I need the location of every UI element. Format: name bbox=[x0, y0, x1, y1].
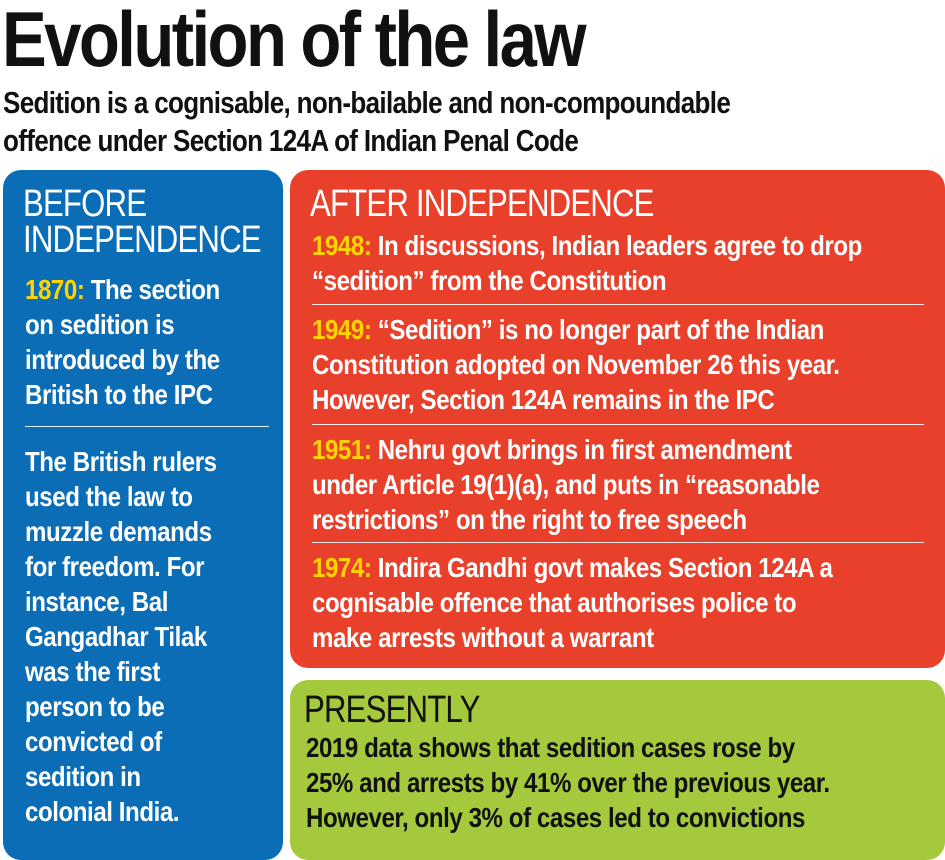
year-label: 1974: bbox=[312, 552, 372, 583]
event-text: In discussions, Indian leaders agree to … bbox=[371, 230, 863, 261]
year-label: 1949: bbox=[312, 314, 372, 345]
note-line: instance, Bal bbox=[25, 586, 168, 617]
note-line: for freedom. For bbox=[25, 551, 205, 582]
event-line: However, Section 124A remains in the IPC bbox=[312, 384, 775, 415]
event-1974: 1974: Indira Gandhi govt makes Section 1… bbox=[312, 550, 833, 655]
event-text: “Sedition” is no longer part of the Indi… bbox=[371, 314, 825, 345]
year-label: 1870: bbox=[25, 274, 85, 305]
note-line: person to be bbox=[25, 691, 165, 722]
note-line: Gangadhar Tilak bbox=[25, 621, 207, 652]
after-independence-panel: AFTER INDEPENDENCE 1948: In discussions,… bbox=[290, 170, 945, 668]
note-line: was the first bbox=[25, 656, 160, 687]
event-line: “sedition” from the Constitution bbox=[312, 265, 667, 296]
event-text: on sedition is bbox=[25, 309, 175, 340]
note-line: sedition in bbox=[25, 761, 141, 792]
note-line: used the law to bbox=[25, 481, 193, 512]
year-label: 1948: bbox=[312, 230, 372, 261]
divider bbox=[25, 426, 269, 427]
heading-line: INDEPENDENCE bbox=[23, 219, 262, 261]
subtitle: Sedition is a cognisable, non-bailable a… bbox=[3, 84, 731, 160]
event-line: 1974: Indira Gandhi govt makes Section 1… bbox=[312, 550, 833, 585]
note-line: convicted of bbox=[25, 726, 162, 757]
presently-heading: PRESENTLY bbox=[304, 689, 480, 731]
page-title: Evolution of the law bbox=[2, 0, 587, 83]
event-text: The section bbox=[84, 274, 221, 305]
event-line: make arrests without a warrant bbox=[312, 622, 654, 653]
note-line: The British rulers bbox=[25, 446, 217, 477]
event-line: 1951: Nehru govt brings in first amendme… bbox=[312, 432, 819, 467]
text-line: 2019 data shows that sedition cases rose… bbox=[306, 732, 795, 763]
divider bbox=[312, 424, 924, 425]
heading-line: BEFORE bbox=[23, 183, 147, 225]
before-heading: BEFORE INDEPENDENCE bbox=[23, 183, 262, 261]
text-line: However, only 3% of cases led to convict… bbox=[306, 802, 805, 833]
before-independence-panel: BEFORE INDEPENDENCE 1870: The section on… bbox=[3, 170, 283, 860]
event-text: Indira Gandhi govt makes Section 124A a bbox=[371, 552, 833, 583]
event-1951: 1951: Nehru govt brings in first amendme… bbox=[312, 432, 820, 537]
event-line: 1948: In discussions, Indian leaders agr… bbox=[312, 228, 862, 263]
event-line: Constitution adopted on November 26 this… bbox=[312, 349, 840, 380]
note-line: muzzle demands bbox=[25, 516, 212, 547]
event-1949: 1949: “Sedition” is no longer part of th… bbox=[312, 312, 840, 417]
year-label: 1951: bbox=[312, 434, 372, 465]
presently-text: 2019 data shows that sedition cases rose… bbox=[306, 730, 830, 835]
divider bbox=[312, 542, 924, 543]
text-line: 25% and arrests by 41% over the previous… bbox=[306, 767, 830, 798]
presently-panel: PRESENTLY 2019 data shows that sedition … bbox=[290, 680, 945, 860]
event-line: restrictions” on the right to free speec… bbox=[312, 504, 747, 535]
event-1948: 1948: In discussions, Indian leaders agr… bbox=[312, 228, 862, 298]
after-heading: AFTER INDEPENDENCE bbox=[310, 183, 654, 225]
event-line: cognisable offence that authorises polic… bbox=[312, 587, 797, 618]
subtitle-line: Sedition is a cognisable, non-bailable a… bbox=[3, 85, 731, 120]
before-note: The British rulers used the law to muzzle … bbox=[25, 444, 217, 829]
subtitle-line: offence under Section 124A of Indian Pen… bbox=[3, 123, 579, 158]
event-text: introduced by the bbox=[25, 344, 220, 375]
event-text: Nehru govt brings in first amendment bbox=[371, 434, 792, 465]
event-1870: 1870: The section on sedition is introdu… bbox=[25, 272, 220, 412]
event-line: under Article 19(1)(a), and puts in “rea… bbox=[312, 469, 820, 500]
event-text: British to the IPC bbox=[25, 379, 213, 410]
divider bbox=[312, 304, 924, 305]
event-line: 1949: “Sedition” is no longer part of th… bbox=[312, 312, 839, 347]
note-line: colonial India. bbox=[25, 796, 180, 827]
